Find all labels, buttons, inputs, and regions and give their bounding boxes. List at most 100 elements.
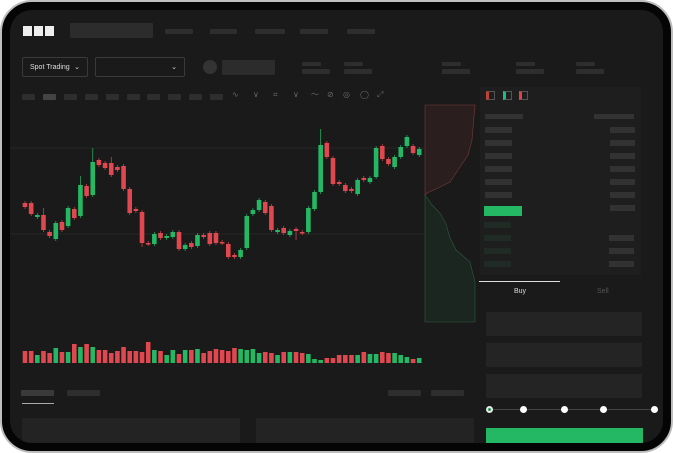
indicator-icon[interactable]: ∿ xyxy=(232,90,239,99)
slider-step[interactable] xyxy=(561,406,568,413)
market-selector-label: Spot Trading xyxy=(30,63,70,71)
candle-body xyxy=(269,206,274,230)
draw-line-icon[interactable]: 〜 xyxy=(311,90,319,99)
stat-value xyxy=(344,69,372,74)
slider-handle[interactable] xyxy=(486,406,493,413)
interval-button[interactable] xyxy=(106,94,119,100)
fullscreen-icon[interactable]: ⤢ xyxy=(377,90,384,99)
volume-bar xyxy=(145,342,151,363)
interval-button-active[interactable] xyxy=(43,94,56,100)
chevron-down-icon[interactable]: ∨ xyxy=(293,90,299,99)
amount-input[interactable] xyxy=(486,343,642,367)
bid-amount[interactable] xyxy=(609,261,634,267)
candle-body xyxy=(127,189,133,213)
slider-step[interactable] xyxy=(651,406,658,413)
volume-bar xyxy=(355,355,360,363)
tab-buy[interactable]: Buy xyxy=(514,288,527,295)
ask-amount[interactable] xyxy=(610,205,635,211)
interval-button[interactable] xyxy=(64,94,77,100)
volume-bar xyxy=(306,354,311,363)
nav-item[interactable] xyxy=(210,29,237,34)
bid-amount[interactable] xyxy=(609,248,634,254)
interval-button[interactable] xyxy=(22,94,35,100)
stat-value xyxy=(442,69,470,74)
interval-button[interactable] xyxy=(147,94,160,100)
ask-amount[interactable] xyxy=(610,140,635,146)
volume-bar xyxy=(139,352,145,363)
tab-order-history[interactable] xyxy=(67,390,100,396)
ask-price[interactable] xyxy=(485,127,512,133)
total-input[interactable] xyxy=(486,374,642,398)
volume-bar xyxy=(219,350,225,363)
price-display xyxy=(222,60,275,75)
orderbook-asks-icon[interactable] xyxy=(519,91,528,100)
market-selector[interactable]: Spot Trading ⌄ xyxy=(22,57,88,77)
slider-step[interactable] xyxy=(600,406,607,413)
ask-price[interactable] xyxy=(485,166,512,172)
ask-amount[interactable] xyxy=(610,192,635,198)
volume-bar xyxy=(379,352,385,363)
candle-body xyxy=(330,158,336,184)
candle-body xyxy=(275,230,280,232)
stat-value xyxy=(302,69,330,74)
tab-open-orders[interactable] xyxy=(21,390,54,396)
ask-price[interactable] xyxy=(485,140,512,146)
bid-price[interactable] xyxy=(484,235,511,241)
candle-body xyxy=(170,232,176,237)
volume-bar xyxy=(35,355,40,363)
ask-price[interactable] xyxy=(485,153,512,159)
settings-icon[interactable]: ◎ xyxy=(343,90,350,99)
ask-amount[interactable] xyxy=(610,127,635,133)
volume-bar xyxy=(90,347,96,363)
volume-bar xyxy=(41,351,46,363)
interval-button[interactable] xyxy=(85,94,98,100)
ask-amount[interactable] xyxy=(610,153,635,159)
bid-amount[interactable] xyxy=(609,235,634,241)
chart-type-icon[interactable]: ∨ xyxy=(253,90,259,99)
price-input[interactable] xyxy=(486,312,642,336)
ask-price[interactable] xyxy=(485,179,512,185)
volume-bar xyxy=(392,353,397,363)
ask-amount[interactable] xyxy=(610,179,635,185)
candle-body xyxy=(164,236,169,238)
ask-amount[interactable] xyxy=(610,166,635,172)
interval-button[interactable] xyxy=(189,94,202,100)
candlestick-chart[interactable] xyxy=(10,10,480,380)
interval-button[interactable] xyxy=(168,94,181,100)
nav-item[interactable] xyxy=(300,29,328,34)
tab-sell[interactable]: Sell xyxy=(597,288,609,295)
bid-price[interactable] xyxy=(484,248,511,254)
stat-value xyxy=(516,69,544,74)
candle-body xyxy=(404,137,410,146)
okx-logo[interactable] xyxy=(23,26,54,36)
pencil-icon[interactable]: ⊘ xyxy=(327,90,334,99)
nav-item[interactable] xyxy=(255,29,285,34)
candle-body xyxy=(392,157,397,167)
ask-price[interactable] xyxy=(485,192,512,198)
compare-icon[interactable]: ⌗ xyxy=(273,90,278,99)
volume-bar xyxy=(96,350,102,363)
filter-button[interactable] xyxy=(388,390,421,396)
leverage-slider[interactable] xyxy=(489,409,657,410)
volume-bar xyxy=(256,353,262,363)
nav-item[interactable] xyxy=(165,29,193,34)
volume-bar xyxy=(367,354,373,363)
bid-price[interactable] xyxy=(484,261,511,267)
volume-bar xyxy=(65,352,71,363)
buy-button[interactable] xyxy=(486,428,643,443)
volume-bar xyxy=(127,351,133,363)
search-bar[interactable] xyxy=(70,23,153,38)
slider-step[interactable] xyxy=(520,406,527,413)
orderbook-bids-icon[interactable] xyxy=(503,91,512,100)
reset-icon[interactable]: ◯ xyxy=(360,90,369,99)
filter-button[interactable] xyxy=(431,390,464,396)
candle-body xyxy=(232,255,237,257)
interval-button[interactable] xyxy=(210,94,223,100)
nav-item[interactable] xyxy=(347,29,375,34)
pair-selector[interactable]: ⌄ xyxy=(95,57,185,77)
candle-body xyxy=(299,232,305,234)
orderbook-both-icon[interactable] xyxy=(486,91,495,100)
interval-button[interactable] xyxy=(127,94,140,100)
stat-label xyxy=(442,62,461,66)
bid-price[interactable] xyxy=(484,222,511,228)
